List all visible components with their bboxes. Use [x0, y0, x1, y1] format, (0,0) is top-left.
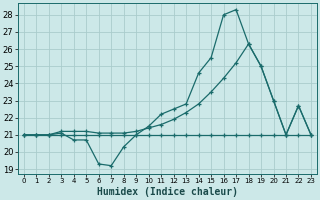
X-axis label: Humidex (Indice chaleur): Humidex (Indice chaleur)	[97, 187, 238, 197]
